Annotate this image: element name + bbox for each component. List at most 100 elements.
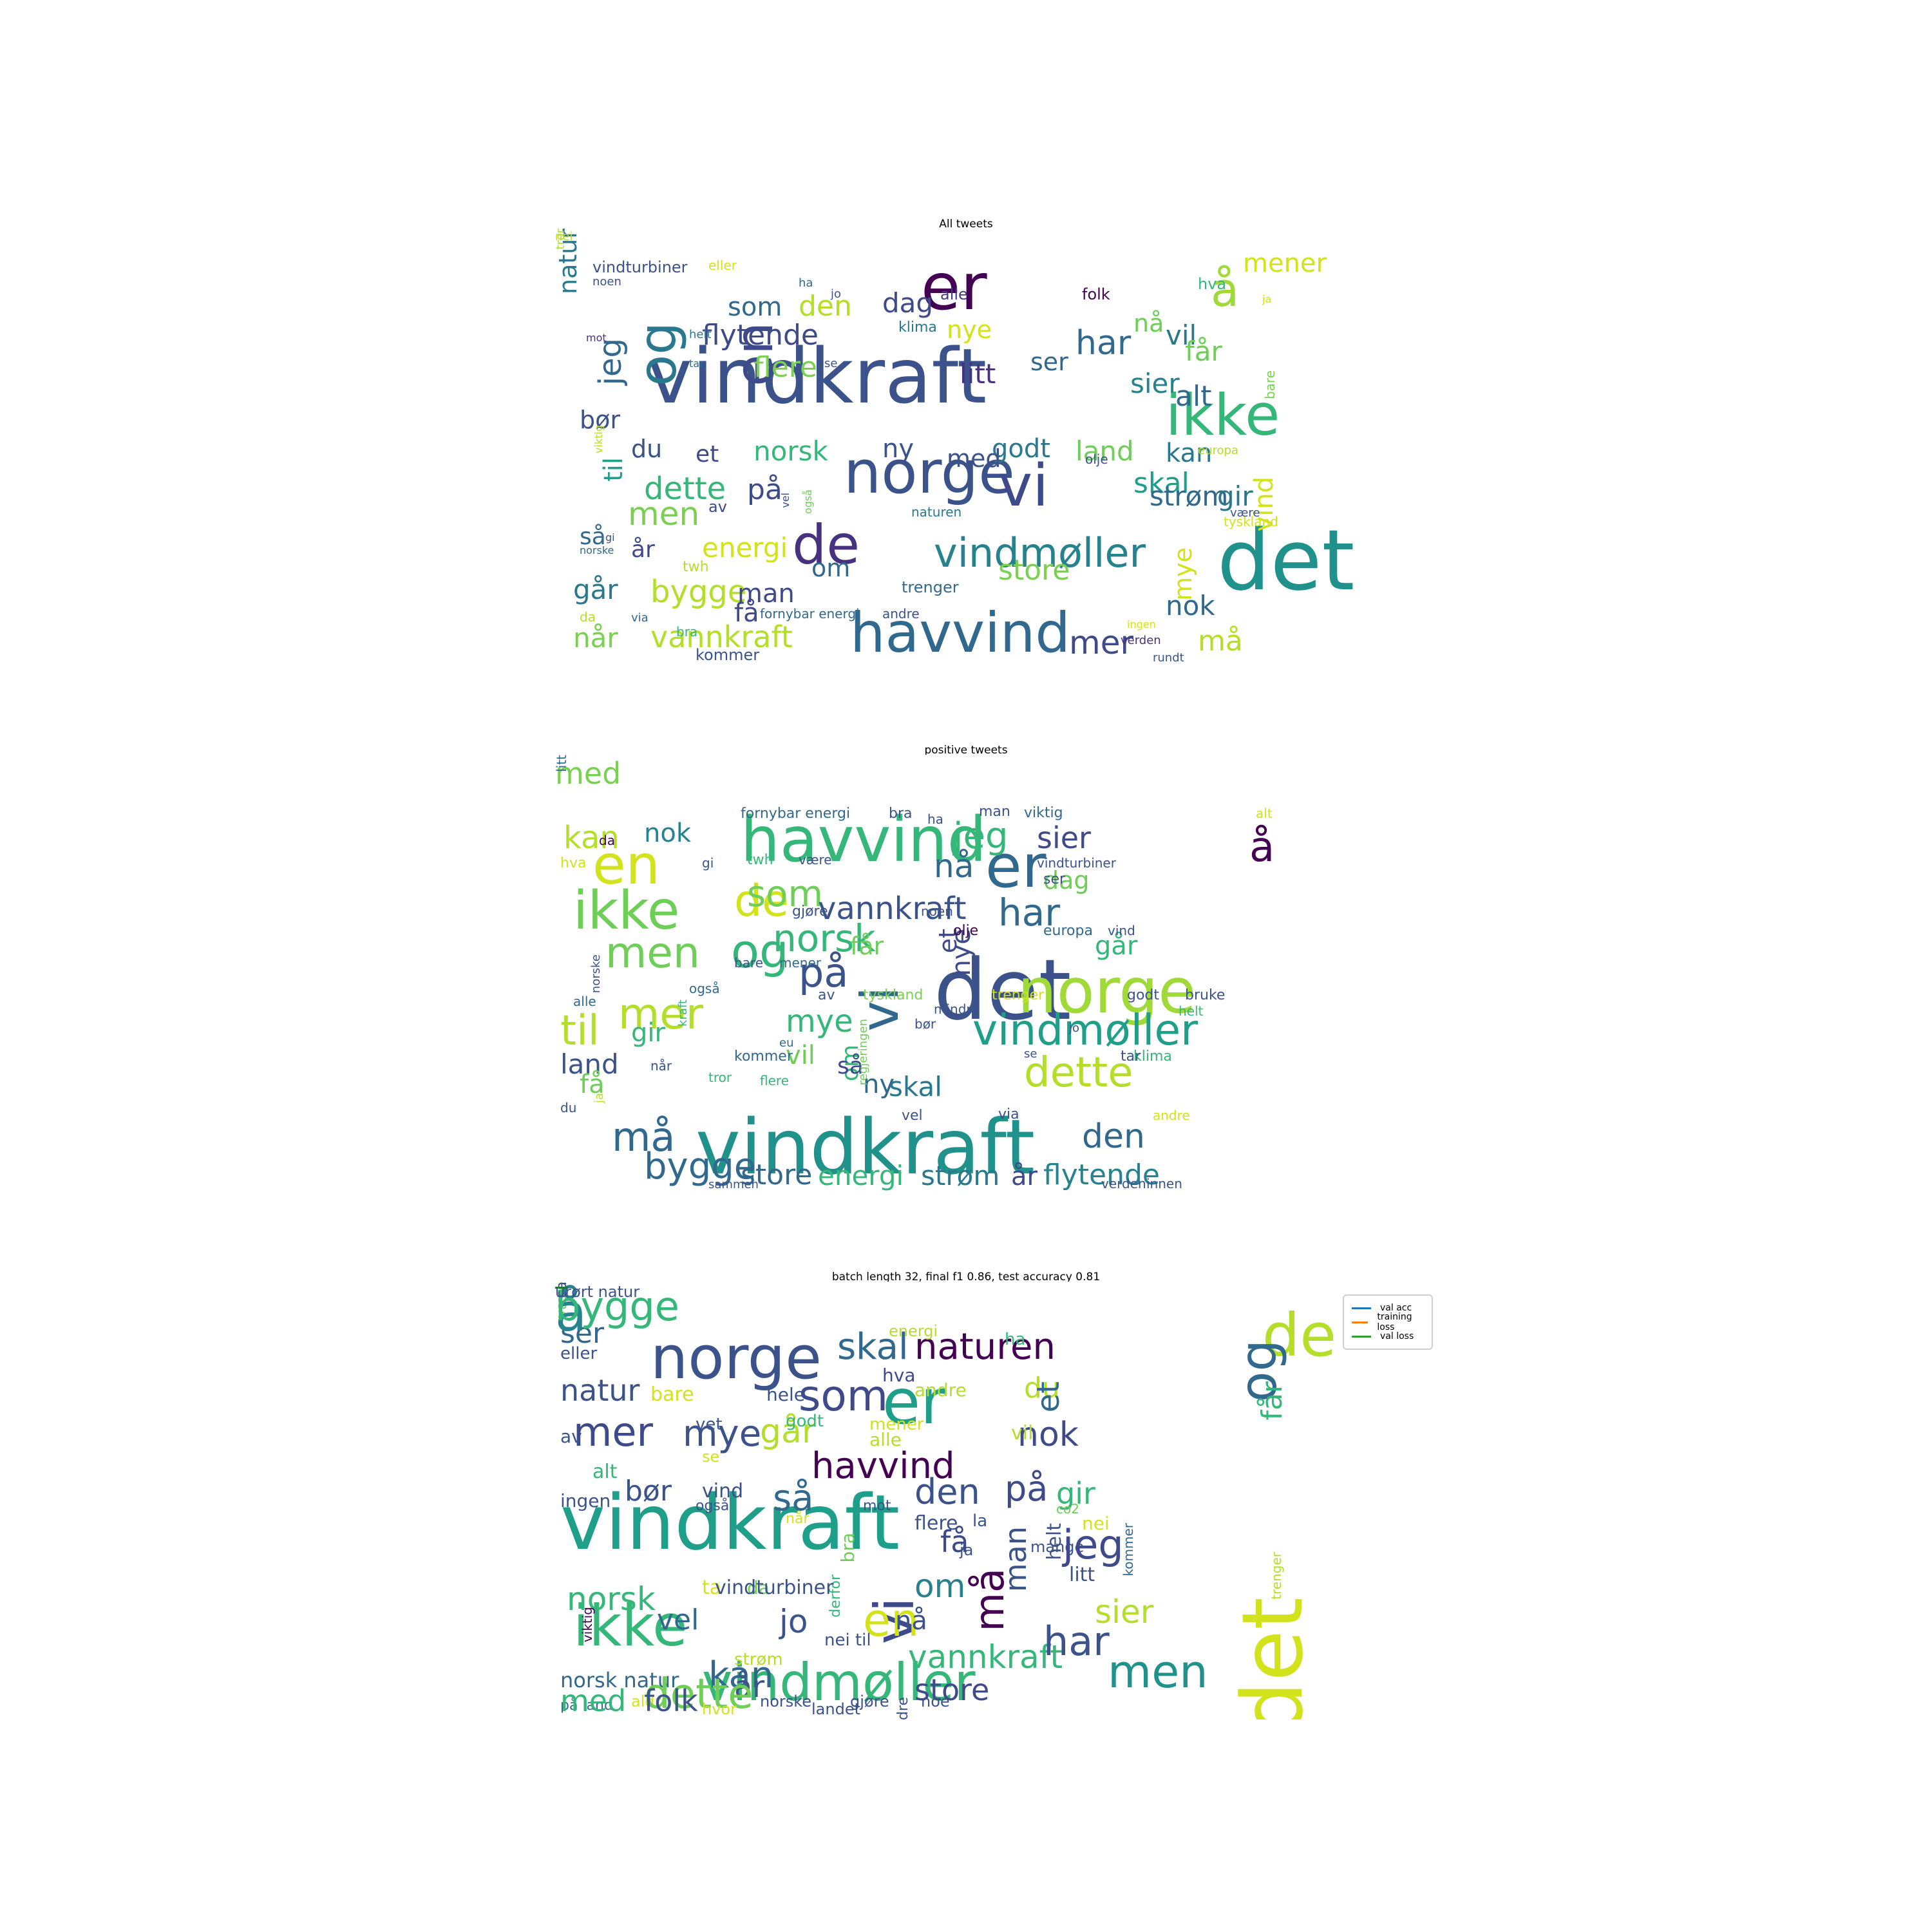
word-jeg: jeg: [952, 815, 1009, 857]
word-tyskland: tyskland: [863, 987, 923, 1003]
word-cloud-positive-tweets: vindkraftdethavvindnorgeerenikkeviogdeme…: [554, 755, 1436, 1193]
word-verden: verden: [1101, 1176, 1146, 1191]
word-natur: natur: [554, 229, 582, 294]
word-mye: mye: [786, 1003, 853, 1039]
word-kommer: kommer: [1121, 1522, 1136, 1576]
word-vil: vil: [786, 1041, 815, 1070]
word-et: et: [696, 441, 719, 468]
word-store: store: [914, 1672, 989, 1707]
panel-title-batch-metrics: batch length 32, final f1 0.86, test acc…: [831, 1271, 1101, 1283]
word-nei: nei: [1082, 1513, 1110, 1534]
word-havvind: havvind: [850, 601, 1070, 665]
word-klima: klima: [898, 319, 937, 336]
word-vil: vil: [1011, 1422, 1033, 1444]
word-og: og: [731, 924, 789, 978]
word-en: en: [592, 833, 660, 896]
word-folk: folk: [644, 1683, 698, 1718]
word-nok: nok: [644, 819, 692, 848]
word-går: går: [760, 1412, 816, 1451]
word-får: får: [850, 932, 884, 960]
word-får: får: [1185, 336, 1223, 367]
legend-label-training-loss: training loss: [1377, 1312, 1412, 1332]
word-norsk: norsk: [753, 435, 828, 467]
word-ny: ny: [882, 434, 914, 464]
word-via: via: [631, 611, 649, 625]
word-ca: ca: [554, 1282, 570, 1298]
word-bruke: bruke: [1185, 987, 1225, 1003]
word-viktig: viktig: [580, 1607, 595, 1642]
word-og: og: [1230, 1340, 1288, 1402]
word-når: når: [650, 1058, 672, 1074]
word-mot: mot: [863, 1498, 891, 1514]
word-ny: ny: [863, 1070, 895, 1099]
word-godt: godt: [1127, 987, 1159, 1003]
word-vindkraft: vindkraft: [647, 332, 987, 421]
word-mye: mye: [1169, 547, 1197, 601]
word-bare: bare: [1262, 370, 1278, 399]
word-andre: andre: [1153, 1108, 1190, 1123]
word-gjøre: gjøre: [850, 1692, 889, 1710]
word-må: må: [1198, 625, 1243, 658]
word-nå: nå: [895, 1606, 927, 1636]
word-de: de: [734, 876, 789, 927]
word-store: store: [998, 554, 1070, 587]
word-helt: helt: [1043, 1523, 1066, 1560]
word-hva: hva: [882, 1365, 915, 1386]
word-noen: noen: [921, 904, 953, 919]
word-trenger: trenger: [992, 987, 1045, 1003]
word-bra: bra: [676, 624, 697, 639]
word-er: er: [985, 832, 1046, 901]
word-norge: norge: [844, 438, 1015, 507]
word-vindkraft: vindkraft: [696, 1103, 1035, 1191]
word-havvind: havvind: [741, 804, 987, 876]
word-en: en: [724, 322, 784, 386]
word-dette: dette: [644, 1671, 753, 1718]
word-år: år: [631, 536, 655, 563]
word-kraft: kraft: [676, 999, 690, 1027]
word-noe: noe: [921, 1692, 950, 1710]
word-nye: nye: [947, 316, 992, 344]
legend-label-val-acc: val acc: [1380, 1303, 1412, 1313]
word-twh: twh: [683, 559, 709, 575]
word-å: å: [1249, 824, 1274, 871]
word-gi: gi: [605, 531, 615, 544]
word-alle: alle: [869, 1429, 902, 1450]
word-se: se: [702, 1448, 719, 1466]
word-hva: hva: [1198, 275, 1226, 293]
word-norge: norge: [650, 1323, 822, 1392]
word-så: så: [773, 1477, 814, 1519]
word-co2: co2: [1056, 1501, 1079, 1517]
word-vindturbiner: vindturbiner: [715, 1577, 834, 1599]
word-som: som: [747, 873, 823, 915]
word-tar: tar: [689, 357, 704, 370]
word-flere: flere: [760, 1073, 789, 1088]
word-eller: eller: [708, 258, 737, 273]
word-strøm: strøm: [1150, 480, 1228, 512]
word-landet: landet: [811, 1700, 860, 1718]
word-europa: europa: [1198, 444, 1238, 457]
word-strøm: strøm: [921, 1160, 999, 1191]
word-på-land: på land: [560, 1697, 613, 1714]
word-det: det: [1224, 1597, 1321, 1719]
word-har: har: [1043, 1618, 1110, 1665]
word-dette: dette: [644, 471, 726, 507]
word-vindmøller: vindmøller: [934, 529, 1146, 576]
legend-swatch-val-loss: [1352, 1335, 1371, 1338]
word-helt: helt: [689, 328, 712, 341]
word-mener: mener: [779, 955, 822, 971]
word-andre: andre: [914, 1379, 967, 1401]
word-via: via: [998, 1106, 1019, 1122]
word-twh: twh: [747, 852, 773, 868]
word-litt: litt: [1069, 1564, 1095, 1586]
word-vind: vind: [1108, 923, 1135, 938]
word-den: den: [914, 1472, 980, 1512]
word-bedre: bedre: [895, 1697, 911, 1719]
word-ha: ha: [799, 276, 813, 290]
word-olje: olje: [1085, 451, 1108, 467]
word-eu: eu: [779, 1036, 793, 1050]
word-av: av: [818, 987, 835, 1003]
word-vel: vel: [657, 1604, 699, 1636]
word-nei-til: nei til: [824, 1631, 871, 1650]
word-da: da: [747, 1577, 770, 1598]
word-vindkraft: vindkraft: [560, 1478, 900, 1567]
